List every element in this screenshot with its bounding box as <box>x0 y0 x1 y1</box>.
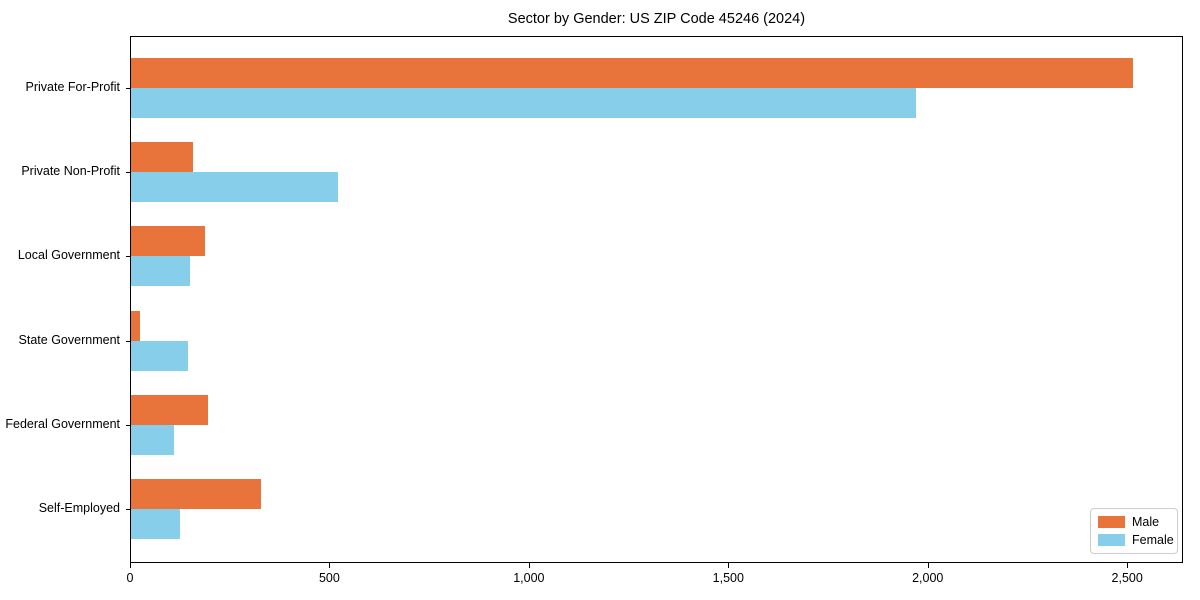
x-tick-mark <box>1127 563 1129 568</box>
male-swatch-icon <box>1098 516 1125 528</box>
y-tick-label: Private For-Profit <box>25 80 120 94</box>
y-tick-mark <box>126 256 130 258</box>
x-tick-label: 500 <box>318 571 340 585</box>
bar-female-3 <box>131 340 189 371</box>
legend: Male Female <box>1090 508 1178 554</box>
bar-male-4 <box>131 394 208 425</box>
x-tick-label: 2,500 <box>1111 571 1143 585</box>
y-tick-label: Private Non-Profit <box>21 164 120 179</box>
y-tick-label: Federal Government <box>5 416 120 431</box>
x-tick-label: 1,500 <box>712 571 744 585</box>
y-tick-label: Self-Employed <box>38 501 120 515</box>
bar-female-5 <box>131 509 180 539</box>
legend-label-male: Male <box>1132 515 1160 529</box>
bar-male-2 <box>131 226 205 257</box>
x-tick-label: 2,000 <box>912 571 944 585</box>
chart-title: Sector by Gender: US ZIP Code 45246 (202… <box>507 11 806 27</box>
bar-female-1 <box>131 172 339 203</box>
x-tick-label: 0 <box>126 571 134 585</box>
legend-label-female: Female <box>1132 533 1174 547</box>
y-tick-mark <box>126 88 130 89</box>
x-tick-mark <box>528 563 530 568</box>
y-tick-mark <box>126 340 130 342</box>
bar-male-1 <box>131 142 193 173</box>
bar-female-2 <box>131 256 191 287</box>
x-tick-mark <box>329 563 331 568</box>
legend-entry-male: Male <box>1098 515 1170 529</box>
x-tick-mark <box>130 563 131 568</box>
bar-male-3 <box>131 310 140 341</box>
plot-area <box>130 36 1183 563</box>
x-tick-mark <box>927 563 929 568</box>
y-tick-mark <box>126 172 130 174</box>
x-tick-mark <box>728 563 730 568</box>
female-swatch-icon <box>1098 534 1125 546</box>
bar-male-0 <box>131 58 1133 88</box>
legend-entry-female: Female <box>1098 533 1174 547</box>
y-tick-mark <box>126 424 130 426</box>
bar-female-4 <box>131 424 175 455</box>
y-tick-label: Local Government <box>17 248 120 263</box>
bar-male-5 <box>131 479 262 509</box>
bar-female-0 <box>131 88 916 118</box>
y-tick-mark <box>126 509 130 510</box>
x-tick-label: 1,000 <box>513 571 545 585</box>
y-tick-label: State Government <box>18 332 120 347</box>
